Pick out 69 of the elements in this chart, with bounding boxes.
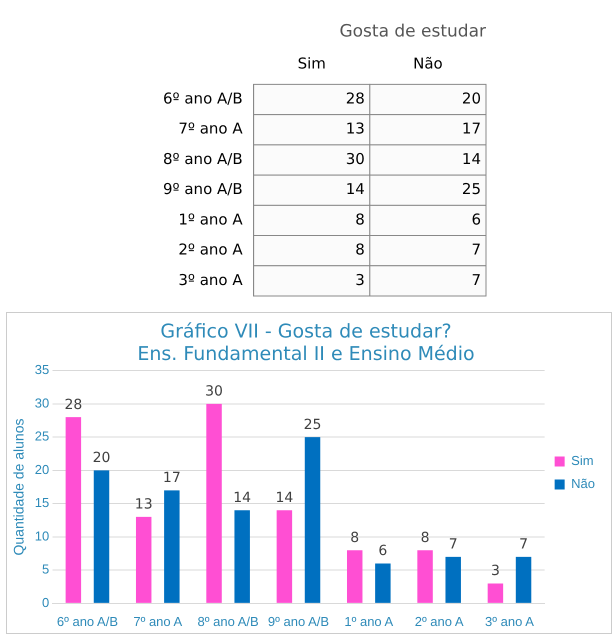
data-label: 3 bbox=[490, 563, 500, 580]
data-label: 7 bbox=[471, 240, 481, 259]
data-label: 17 bbox=[162, 470, 181, 486]
data-label: 8 bbox=[350, 530, 360, 546]
y-tick-label: 3º ano A bbox=[178, 270, 244, 289]
y-tick-label: 0 bbox=[42, 594, 50, 610]
y-tick-label: 10 bbox=[34, 528, 50, 544]
bar bbox=[136, 516, 152, 603]
y-tick-label: 35 bbox=[34, 362, 50, 378]
y-tick-label: 6º ano A/B bbox=[162, 89, 243, 108]
y-tick-label: 2º ano A bbox=[178, 240, 244, 259]
x-tick-label: 6º ano A/B bbox=[56, 614, 118, 629]
bar bbox=[164, 490, 180, 603]
y-tick-label: 20 bbox=[34, 462, 50, 477]
data-label: 17 bbox=[462, 120, 481, 138]
y-tick-label: 1º ano A bbox=[178, 210, 244, 228]
data-label: 13 bbox=[134, 496, 153, 513]
y-tick-label: 5 bbox=[42, 562, 50, 577]
text: Gráfico VII - Gosta de estudar? bbox=[160, 320, 452, 342]
y-tick-label: 15 bbox=[34, 495, 50, 510]
legend-label: Não bbox=[571, 476, 596, 492]
bar bbox=[234, 510, 250, 603]
data-label: 25 bbox=[304, 416, 322, 433]
y-tick-label: 8º ano A/B bbox=[162, 150, 243, 168]
data-label: 14 bbox=[233, 490, 252, 506]
bar bbox=[346, 550, 362, 603]
bar bbox=[375, 563, 391, 603]
x-tick-label: 7º ano A bbox=[133, 614, 183, 629]
data-label: 8 bbox=[420, 530, 430, 546]
data-label: 20 bbox=[92, 450, 110, 466]
x-tick-label: 9º ano A/B bbox=[268, 614, 330, 629]
data-label: 14 bbox=[462, 150, 481, 168]
data-label: 30 bbox=[346, 150, 365, 168]
data-label: 13 bbox=[346, 120, 365, 138]
data-label: 8 bbox=[355, 210, 365, 228]
x-tick-label: 1º ano A bbox=[344, 614, 394, 629]
data-label: 20 bbox=[462, 89, 481, 108]
y-tick-label: 30 bbox=[34, 395, 50, 410]
data-label: 7 bbox=[448, 536, 458, 552]
data-label: 14 bbox=[275, 490, 294, 506]
bar bbox=[206, 404, 222, 603]
y-tick-label: 25 bbox=[34, 428, 50, 444]
data-label: 6 bbox=[378, 543, 388, 560]
bar bbox=[66, 417, 82, 603]
data-label: 3 bbox=[355, 270, 365, 289]
legend-label: Sim bbox=[571, 453, 594, 468]
bar bbox=[445, 556, 461, 603]
data-label: 14 bbox=[346, 180, 365, 198]
data-label: 7 bbox=[471, 270, 481, 289]
x-tick-label: 8º ano A/B bbox=[198, 614, 259, 629]
bar bbox=[94, 470, 110, 603]
data-label: 28 bbox=[64, 396, 82, 413]
y-tick-label: 7º ano A bbox=[178, 120, 244, 138]
bar bbox=[516, 556, 532, 603]
data-label: 6 bbox=[471, 210, 481, 228]
bar bbox=[417, 550, 433, 603]
x-tick-label: 3º ano A bbox=[485, 614, 534, 629]
chart-title: Gosta de estudar bbox=[339, 22, 486, 42]
data-label: 25 bbox=[462, 180, 481, 198]
bar bbox=[276, 510, 292, 603]
y-axis-title: Quantidade de alunos bbox=[10, 418, 26, 556]
data-label: 7 bbox=[519, 536, 528, 552]
bar bbox=[304, 437, 320, 603]
x-tick-label: 2º ano A bbox=[414, 614, 464, 629]
text: Ens. Fundamental II e Ensino Médio bbox=[137, 343, 475, 366]
data-label: 8 bbox=[355, 240, 365, 259]
data-label: 28 bbox=[346, 89, 365, 108]
y-tick-label: 9º ano A/B bbox=[162, 180, 243, 198]
bar bbox=[488, 583, 504, 603]
